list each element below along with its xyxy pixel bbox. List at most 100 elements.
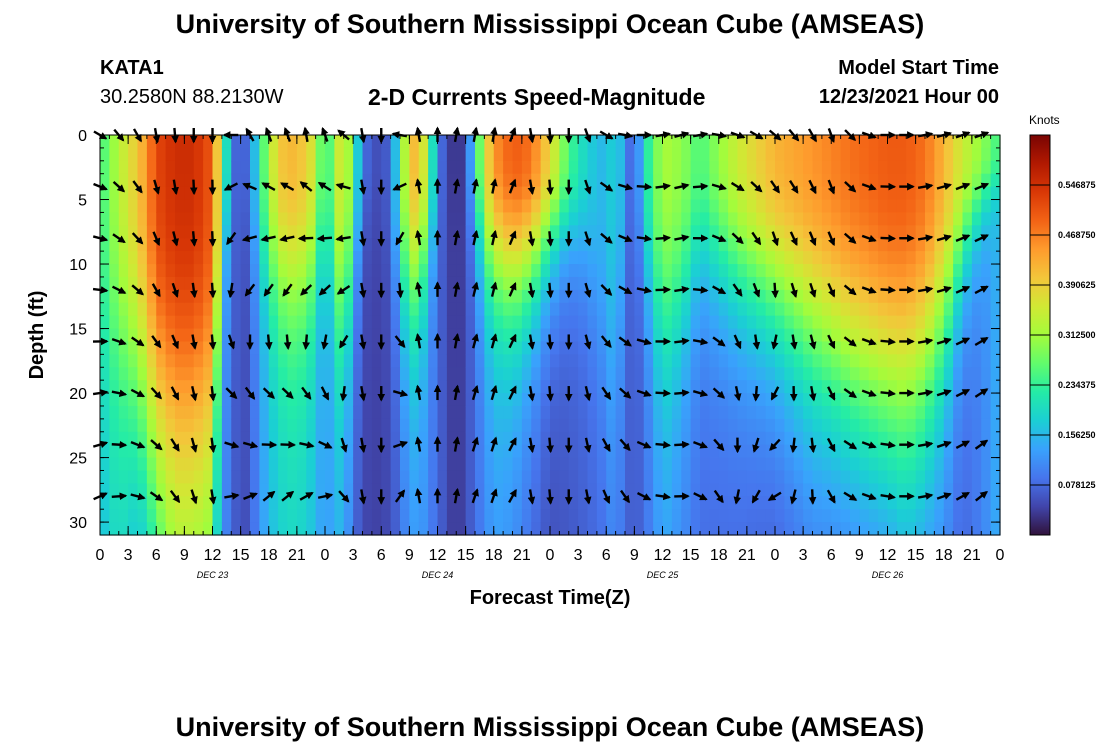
- current-vector: [171, 282, 179, 298]
- heatmap-cell: [446, 147, 457, 162]
- heatmap-cell: [550, 315, 560, 330]
- heatmap-cell: [456, 354, 467, 368]
- heatmap-cell: [737, 418, 748, 433]
- heatmap-cell: [615, 135, 626, 149]
- heatmap-cell: [400, 418, 410, 433]
- heatmap-cell: [578, 264, 589, 278]
- heatmap-cell: [428, 393, 439, 407]
- heatmap-cell: [896, 147, 907, 162]
- heatmap-cell: [962, 302, 973, 317]
- heatmap-cell: [596, 173, 607, 188]
- current-vector: [827, 282, 836, 298]
- heatmap-cell: [475, 173, 485, 188]
- heatmap-cell: [634, 225, 645, 239]
- heatmap-cell: [793, 160, 804, 175]
- current-vector: [693, 492, 708, 501]
- heatmap-cell: [559, 315, 570, 330]
- heatmap-cell: [212, 199, 223, 214]
- heatmap-cell: [868, 264, 879, 278]
- heatmap-cell: [775, 522, 785, 536]
- heatmap-cell: [756, 199, 767, 214]
- heatmap-cell: [681, 393, 692, 407]
- heatmap-cell: [596, 418, 607, 433]
- heatmap-cell: [681, 431, 692, 446]
- heatmap-cell: [503, 212, 514, 226]
- heatmap-cell: [259, 470, 270, 484]
- heatmap-cell: [643, 276, 654, 291]
- heatmap-cell: [362, 160, 373, 175]
- heatmap-cell: [353, 212, 364, 226]
- heatmap-cell: [278, 225, 289, 239]
- heatmap-cell: [971, 315, 982, 330]
- heatmap-cell: [962, 509, 973, 523]
- heatmap-cell: [325, 522, 335, 536]
- heatmap-cell: [456, 496, 467, 510]
- current-vectors: [92, 126, 990, 505]
- heatmap-cell: [737, 470, 748, 484]
- heatmap-cell: [615, 264, 626, 278]
- heatmap-cell: [700, 457, 710, 472]
- heatmap-cell: [812, 212, 823, 226]
- heatmap-cell: [915, 160, 926, 175]
- heatmap-cell: [728, 354, 739, 368]
- heatmap-cell: [887, 173, 898, 188]
- heatmap-cell: [953, 225, 964, 239]
- heatmap-cell: [831, 354, 842, 368]
- heatmap-cell: [896, 328, 907, 343]
- heatmap-cell: [859, 276, 870, 291]
- heatmap-cell: [915, 289, 926, 304]
- heatmap-cell: [596, 289, 607, 304]
- heatmap-cell: [521, 354, 532, 368]
- heatmap-cell: [165, 212, 176, 226]
- heatmap-cell: [118, 431, 129, 446]
- heatmap-cell: [512, 457, 523, 472]
- heatmap-cell: [559, 354, 570, 368]
- heatmap-cell: [175, 457, 185, 472]
- heatmap-cell: [109, 289, 120, 304]
- heatmap-cell: [165, 328, 176, 343]
- current-vector: [152, 231, 161, 247]
- heatmap-cell: [100, 212, 110, 226]
- heatmap-cell: [925, 431, 935, 446]
- heatmap-cell: [343, 147, 354, 162]
- heatmap-cell: [353, 405, 364, 420]
- heatmap-cell: [756, 315, 767, 330]
- heatmap-cell: [606, 289, 617, 304]
- heatmap-cell: [821, 289, 832, 304]
- heatmap-cell: [850, 276, 860, 291]
- heatmap-cell: [268, 431, 279, 446]
- heatmap-cell: [746, 457, 757, 472]
- heatmap-cell: [493, 186, 504, 201]
- heatmap-cell: [568, 160, 579, 175]
- heatmap-cell: [634, 315, 645, 330]
- heatmap-cell: [981, 173, 992, 188]
- heatmap-cell: [709, 380, 720, 394]
- heatmap-cell: [737, 315, 748, 330]
- heatmap-cell: [625, 496, 635, 510]
- heatmap-cell: [831, 199, 842, 214]
- heatmap-cell: [465, 315, 476, 330]
- heatmap-cell: [643, 380, 654, 394]
- x-tick-label: 21: [963, 547, 981, 564]
- heatmap-cell: [465, 483, 476, 497]
- heatmap-cell: [240, 302, 251, 317]
- current-vector: [131, 232, 144, 245]
- heatmap-cell: [259, 302, 270, 317]
- heatmap-cell: [437, 276, 448, 291]
- heatmap-cell: [915, 212, 926, 226]
- heatmap-cell: [812, 341, 823, 355]
- heatmap-cell: [540, 483, 551, 497]
- heatmap-cell: [653, 341, 664, 355]
- heatmap-cell: [184, 509, 195, 523]
- heatmap-cell: [137, 367, 148, 381]
- heatmap-cell: [212, 238, 223, 252]
- heatmap-cell: [193, 212, 204, 226]
- heatmap-cell: [531, 405, 542, 420]
- heatmap-cell: [156, 289, 167, 304]
- heatmap-cell: [512, 238, 523, 252]
- heatmap-cell: [287, 135, 298, 149]
- heatmap-cell: [446, 418, 457, 433]
- heatmap-cell: [146, 302, 157, 317]
- heatmap-cell: [503, 405, 514, 420]
- heatmap-cell: [203, 212, 214, 226]
